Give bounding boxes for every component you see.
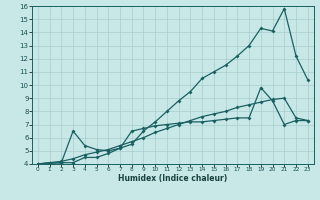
X-axis label: Humidex (Indice chaleur): Humidex (Indice chaleur) xyxy=(118,174,228,183)
